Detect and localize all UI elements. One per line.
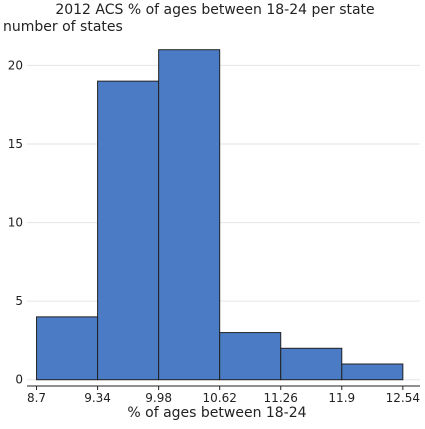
x-tick-label: 11.9 bbox=[328, 391, 355, 405]
y-tick-label: 15 bbox=[8, 137, 23, 151]
x-tick-label: 11.26 bbox=[264, 391, 298, 405]
histogram-bar[interactable] bbox=[97, 80, 160, 381]
bar-layer bbox=[36, 49, 404, 381]
y-tick-label: 0 bbox=[15, 373, 23, 387]
x-tick-label: 9.98 bbox=[145, 391, 172, 405]
histogram-bar[interactable] bbox=[158, 49, 221, 381]
y-tick-label: 20 bbox=[8, 58, 23, 72]
x-tick-label: 12.54 bbox=[386, 391, 420, 405]
tick-layer: 0 5 10 15 20 8.7 9.34 9.98 10.62 11.26 11.9 12.54 bbox=[8, 58, 420, 405]
histogram-bar[interactable] bbox=[219, 332, 282, 381]
y-tick-label: 10 bbox=[8, 216, 23, 230]
y-axis-label: number of states bbox=[3, 19, 123, 35]
y-tick-label: 5 bbox=[15, 294, 23, 308]
x-tick-label: 8.7 bbox=[27, 391, 46, 405]
histogram-bar[interactable] bbox=[280, 347, 343, 381]
x-tick-label: 9.34 bbox=[84, 391, 111, 405]
x-tick-label: 10.62 bbox=[203, 391, 237, 405]
histogram-bar[interactable] bbox=[36, 316, 99, 381]
histogram-bar[interactable] bbox=[341, 363, 404, 381]
chart-title: 2012 ACS % of ages between 18-24 per sta… bbox=[55, 2, 374, 18]
x-axis-label: % of ages between 18-24 bbox=[127, 405, 306, 421]
axis-layer bbox=[27, 385, 420, 390]
